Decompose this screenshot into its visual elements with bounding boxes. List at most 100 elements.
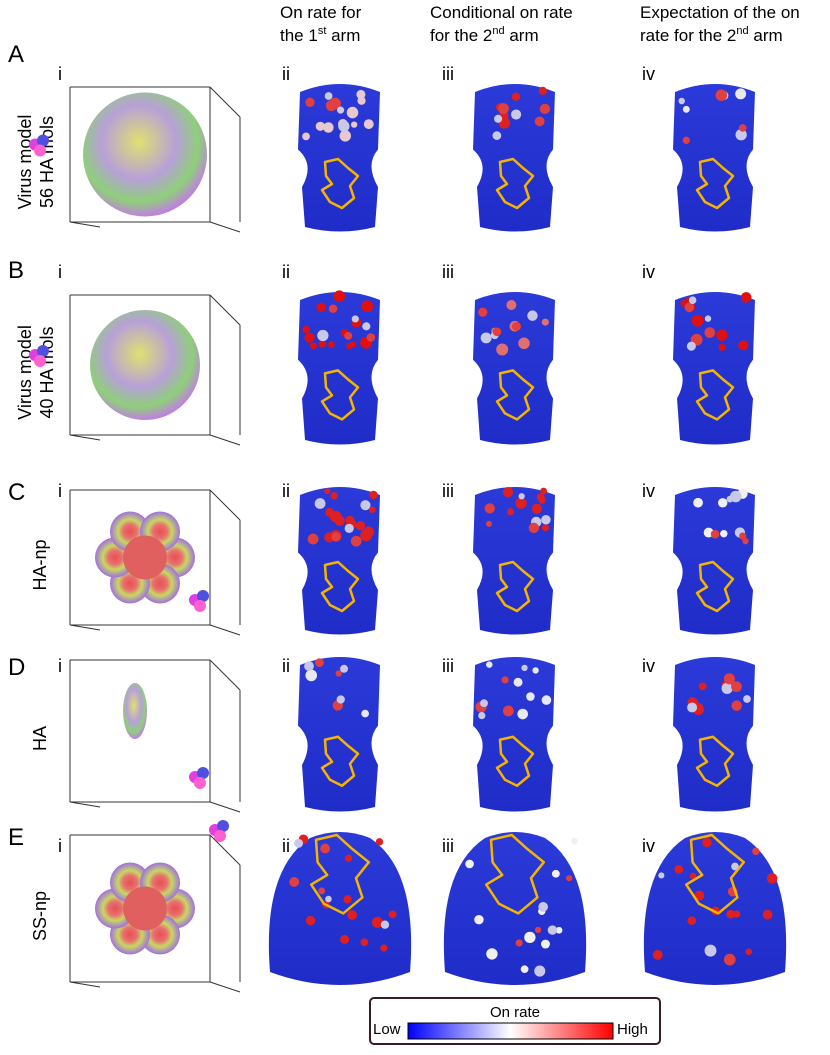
row-letter: A — [8, 41, 24, 68]
hot-spot — [485, 520, 492, 527]
sim-box-edge — [69, 221, 101, 228]
hot-spot — [496, 343, 509, 356]
panel-number: iv — [642, 64, 655, 84]
column-header: Conditional on rate — [430, 3, 573, 22]
antibody — [34, 355, 46, 367]
panel-number: i — [58, 656, 62, 676]
hot-spot — [538, 86, 547, 95]
hot-spot — [484, 503, 495, 514]
hot-spot — [344, 523, 354, 533]
hot-spot — [333, 290, 346, 302]
hot-spot — [307, 533, 319, 545]
row-label: 56 HA mols — [37, 116, 57, 208]
hot-spot — [351, 315, 359, 323]
header-sup: nd — [736, 25, 748, 37]
epitope-outline — [320, 560, 360, 613]
hot-spot — [541, 524, 549, 532]
hot-spot — [361, 709, 369, 718]
hot-spot — [388, 910, 397, 919]
protein-surface — [298, 657, 380, 812]
hot-spot — [355, 521, 366, 531]
row-label: HA-np — [30, 539, 50, 590]
sim-box-edge — [209, 834, 241, 866]
hot-spot — [762, 909, 773, 920]
row-label: SS-np — [30, 891, 50, 941]
sim-box-edge — [209, 659, 241, 691]
protein-surface — [268, 832, 412, 985]
hot-spot — [371, 916, 383, 928]
hot-spot — [314, 498, 326, 509]
hot-spot — [678, 97, 685, 105]
hot-spot — [361, 300, 374, 313]
row-label: 40 HA mols — [37, 326, 57, 418]
hot-spot — [698, 682, 707, 691]
hot-spot — [731, 700, 743, 711]
panel-number: ii — [282, 481, 290, 501]
epitope-outline — [695, 560, 735, 613]
hot-spot — [330, 492, 338, 500]
hot-spot — [735, 88, 747, 100]
hot-spot — [362, 322, 371, 331]
hot-spot — [735, 129, 747, 141]
panel-number: ii — [282, 64, 290, 84]
hot-spot — [350, 535, 362, 547]
hot-spot — [369, 490, 378, 500]
hot-spot — [531, 503, 542, 514]
hot-spot — [732, 910, 741, 918]
hot-spot — [289, 877, 300, 887]
hot-spot — [339, 130, 351, 142]
column-header: On rate for — [280, 3, 362, 22]
hot-spot — [480, 699, 488, 708]
colorbar-high: High — [617, 1021, 648, 1038]
hot-spot — [340, 664, 349, 673]
row-letter: D — [8, 654, 25, 681]
hot-spot — [652, 949, 663, 960]
protein-surface — [673, 487, 755, 635]
header-text: arm — [749, 26, 783, 45]
sim-box-edge — [69, 981, 101, 988]
epitope-outline — [695, 157, 735, 210]
protein-surface — [298, 84, 380, 232]
epitope-outline — [684, 833, 746, 915]
hot-spot — [375, 838, 384, 846]
panel-number: iv — [642, 656, 655, 676]
hot-spot — [518, 493, 525, 500]
row-letter: B — [8, 257, 24, 284]
hot-spot — [742, 537, 749, 545]
hot-spot — [674, 864, 684, 874]
hot-spot — [743, 695, 751, 703]
hot-spot — [302, 325, 310, 334]
epitope-outline — [495, 157, 535, 210]
hot-spot — [343, 895, 352, 904]
epitope-outline — [495, 560, 535, 613]
hot-spot — [369, 506, 376, 514]
hot-spot — [506, 300, 517, 310]
panel-number: iii — [442, 64, 454, 84]
hot-spot — [344, 331, 353, 340]
hot-spot — [360, 500, 371, 511]
hot-spot — [689, 872, 697, 880]
panel-number: i — [58, 262, 62, 282]
hot-spot — [478, 711, 486, 720]
hot-spot — [494, 114, 503, 123]
epitope-outline — [695, 369, 735, 421]
hot-spot — [511, 92, 521, 101]
hot-spot — [480, 332, 492, 344]
np-core — [123, 886, 167, 931]
hot-spot — [752, 847, 760, 856]
hot-spot — [492, 327, 502, 337]
hot-spot — [304, 332, 315, 343]
sim-box-edge — [209, 801, 241, 813]
hot-spot — [305, 915, 316, 926]
hot-spot — [513, 677, 523, 687]
hot-spot — [474, 914, 484, 925]
row-letter: E — [8, 824, 24, 851]
panel-number: ii — [282, 262, 290, 282]
antibody — [37, 134, 49, 147]
hot-spot — [540, 939, 550, 949]
colorbar-title: On rate — [490, 1004, 540, 1021]
hot-spot — [539, 103, 551, 114]
hot-spot — [702, 837, 712, 848]
epitope-outline — [495, 369, 535, 421]
